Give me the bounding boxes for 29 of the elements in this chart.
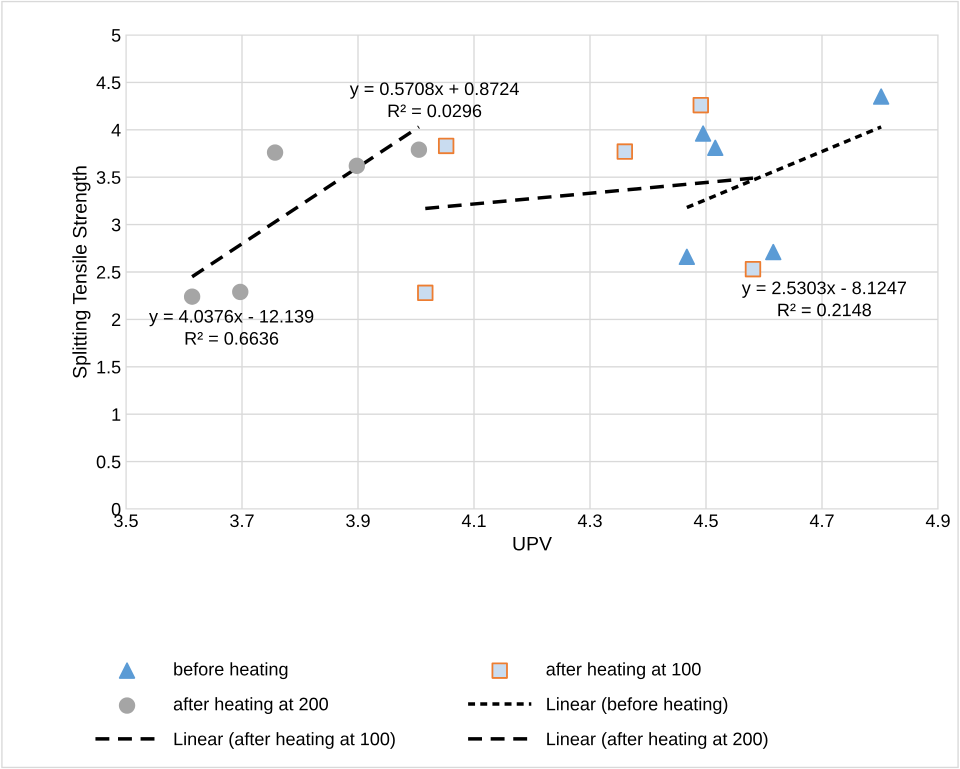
annotation: y = 2.5303x - 8.1247 R² = 0.2148 (742, 281, 906, 316)
legend-label: Linear (after heating at 200) (547, 732, 768, 749)
legend-label: Linear (after heating at 100) (174, 732, 395, 749)
legend-label: after heating at 100 (546, 662, 701, 680)
x-tick-label: 3.9 (346, 514, 370, 528)
y-tick-label: 1 (112, 408, 120, 421)
y-tick-label: 2 (112, 313, 120, 326)
x-tick-label: 4.5 (694, 514, 718, 528)
y-tick-label: 0 (112, 502, 120, 516)
x-tick-label: 4.1 (462, 514, 486, 527)
y-tick-label: 1.5 (97, 360, 120, 374)
y-tick-label: 2.5 (96, 266, 120, 279)
y-tick-label: 4.5 (96, 76, 120, 90)
legend-label: Linear (before heating) (547, 697, 728, 714)
legend-label: before heating (174, 662, 288, 680)
y-tick-label: 5 (112, 29, 120, 42)
annotation: y = 0.5708x + 0.8724 R² = 0.0296 (350, 82, 519, 118)
y-tick-label: 3 (112, 218, 120, 232)
y-tick-label: 4 (112, 124, 121, 136)
x-tick-label: 4.7 (810, 514, 834, 527)
x-tick-label: 4.9 (926, 514, 950, 528)
y-tick-label: 3.5 (96, 171, 120, 184)
y-axis-title: Splitting Tensile Strength (72, 166, 90, 378)
x-axis-title: UPV (514, 536, 552, 551)
y-tick-label: 0.5 (96, 456, 120, 468)
x-tick-label: 3.7 (230, 514, 254, 528)
x-tick-label: 4.3 (578, 514, 602, 528)
legend-label: after heating at 200 (174, 697, 328, 714)
annotation: y = 4.0376x - 12.139 R² = 0.6636 (149, 310, 314, 345)
